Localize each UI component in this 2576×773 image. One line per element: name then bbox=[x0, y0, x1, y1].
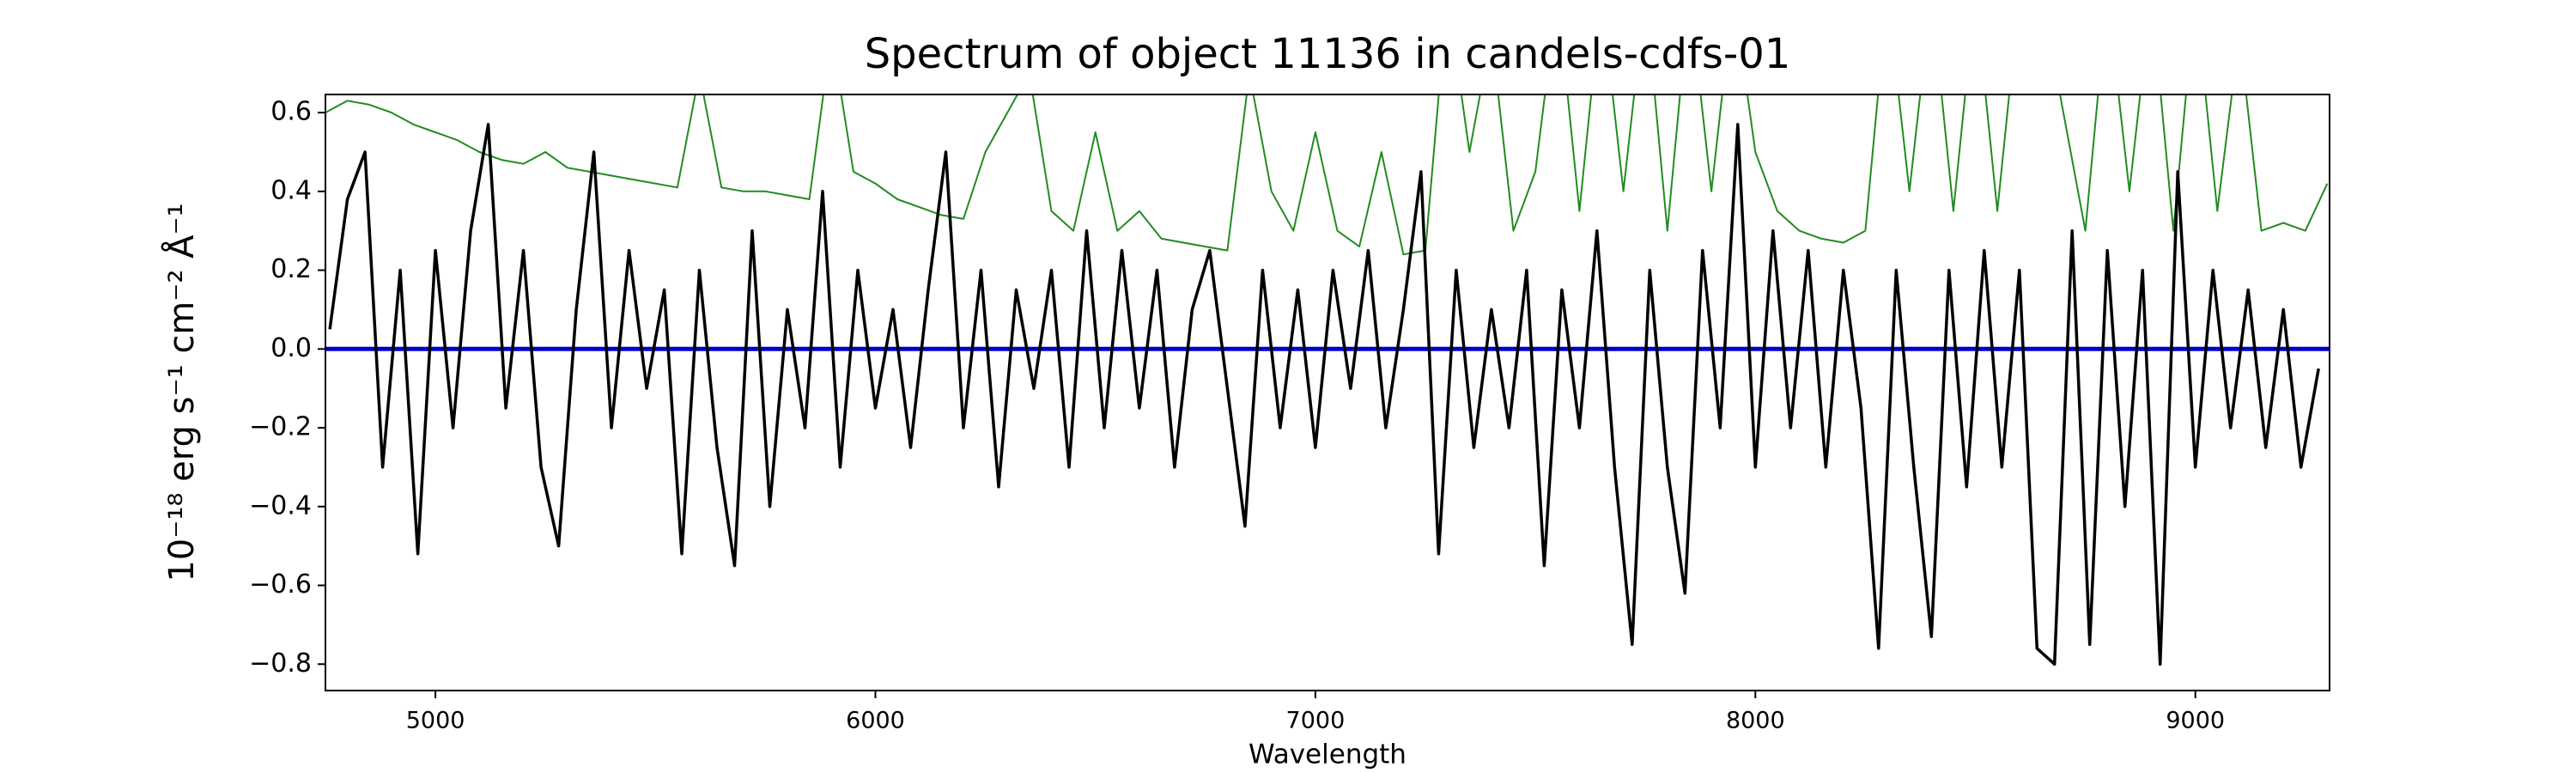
y-tick-label: −0.4 bbox=[249, 490, 312, 520]
spectrum-line bbox=[325, 94, 2329, 256]
x-axis-label: Wavelength bbox=[1249, 740, 1406, 770]
x-tick-label: 8000 bbox=[1726, 708, 1785, 734]
y-axis-label: 10⁻¹⁸ erg s⁻¹ cm⁻² Å⁻¹ bbox=[161, 203, 202, 581]
plot-area bbox=[325, 94, 2330, 666]
y-tick-label: −0.8 bbox=[249, 648, 312, 679]
x-tick-label: 6000 bbox=[846, 708, 905, 734]
y-tick-label: 0.6 bbox=[270, 97, 312, 127]
x-tick-label: 7000 bbox=[1286, 708, 1346, 734]
x-tick-label: 9000 bbox=[2166, 708, 2225, 734]
y-tick-label: −0.6 bbox=[249, 569, 312, 600]
spectrum-line bbox=[328, 123, 2320, 666]
plot-frame bbox=[325, 94, 2330, 691]
x-tick-label: 5000 bbox=[406, 708, 465, 734]
y-tick-label: 0.4 bbox=[270, 175, 312, 205]
chart-title: Spectrum of object 11136 in candels-cdfs… bbox=[865, 30, 1791, 78]
y-tick-label: 0.2 bbox=[270, 254, 312, 284]
y-tick-label: 0.0 bbox=[270, 333, 312, 363]
y-tick-label: −0.2 bbox=[249, 412, 312, 442]
